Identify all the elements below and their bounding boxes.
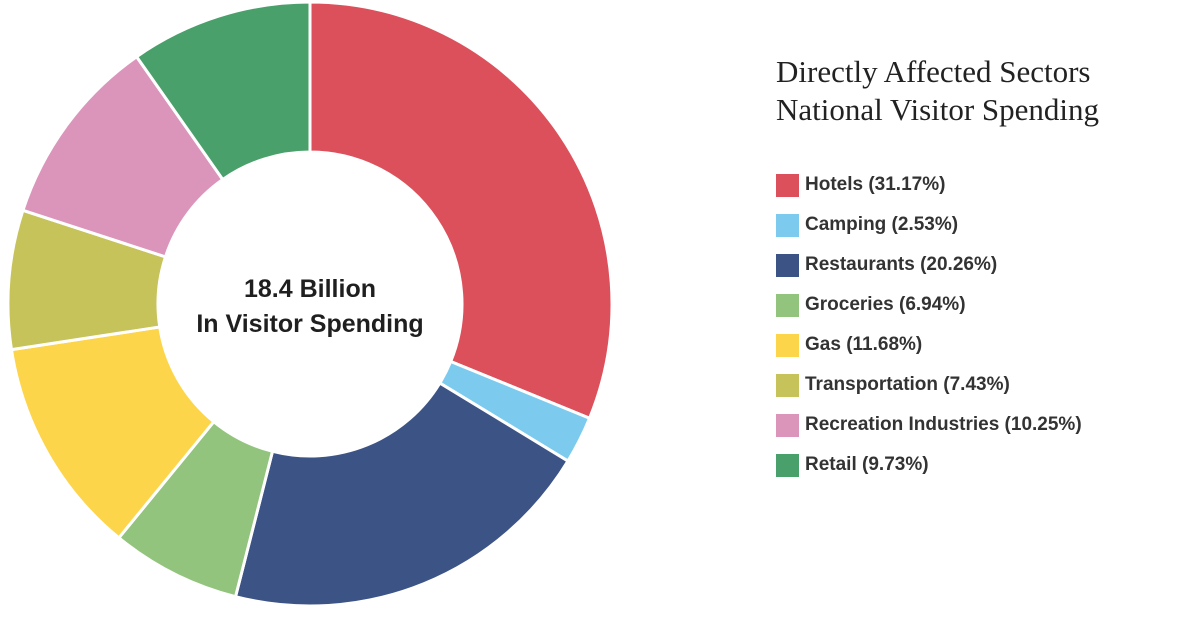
legend-swatch-camping bbox=[776, 213, 799, 237]
legend-item-groceries: Groceries (6.94%) bbox=[776, 285, 1082, 325]
slice-hotels bbox=[308, 0, 614, 420]
slice-restaurants bbox=[234, 381, 570, 608]
legend-swatch-groceries bbox=[776, 293, 799, 317]
legend: Hotels (31.17%) Camping (2.53%) Restaura… bbox=[776, 165, 1082, 485]
chart-title-line-1: Directly Affected Sectors bbox=[776, 54, 1091, 89]
legend-swatch-recreation-industries bbox=[776, 413, 799, 437]
chart-title-line-2: National Visitor Spending bbox=[776, 92, 1100, 127]
legend-swatch-retail bbox=[776, 453, 799, 477]
slice-gas bbox=[9, 325, 216, 540]
legend-item-restaurants: Restaurants (20.26%) bbox=[776, 245, 1082, 285]
legend-label-retail: Retail (9.73%) bbox=[805, 454, 929, 475]
legend-swatch-gas bbox=[776, 333, 799, 357]
donut-chart: 18.4 Billion In Visitor Spending bbox=[6, 0, 614, 608]
legend-label-groceries: Groceries (6.94%) bbox=[805, 294, 966, 315]
legend-swatch-restaurants bbox=[776, 253, 799, 277]
legend-item-camping: Camping (2.53%) bbox=[776, 205, 1082, 245]
chart-title: Directly Affected Sectors National Visit… bbox=[776, 53, 1099, 129]
legend-label-gas: Gas (11.68%) bbox=[805, 334, 923, 355]
donut-slices bbox=[6, 0, 614, 608]
legend-label-transportation: Transportation (7.43%) bbox=[805, 374, 1010, 395]
center-label-line-2: In Visitor Spending bbox=[196, 310, 423, 338]
legend-item-gas: Gas (11.68%) bbox=[776, 325, 1082, 365]
legend-label-camping: Camping (2.53%) bbox=[805, 214, 959, 235]
legend-label-recreation-industries: Recreation Industries (10.25%) bbox=[805, 414, 1082, 435]
center-label-line-1: 18.4 Billion bbox=[244, 275, 376, 303]
legend-swatch-hotels bbox=[776, 173, 799, 197]
legend-label-restaurants: Restaurants (20.26%) bbox=[805, 254, 998, 275]
legend-item-retail: Retail (9.73%) bbox=[776, 445, 1082, 485]
slice-retail bbox=[135, 0, 312, 182]
legend-item-transportation: Transportation (7.43%) bbox=[776, 365, 1082, 405]
legend-swatch-transportation bbox=[776, 373, 799, 397]
legend-label-hotels: Hotels (31.17%) bbox=[805, 174, 946, 195]
legend-item-hotels: Hotels (31.17%) bbox=[776, 165, 1082, 205]
legend-item-recreation-industries: Recreation Industries (10.25%) bbox=[776, 405, 1082, 445]
